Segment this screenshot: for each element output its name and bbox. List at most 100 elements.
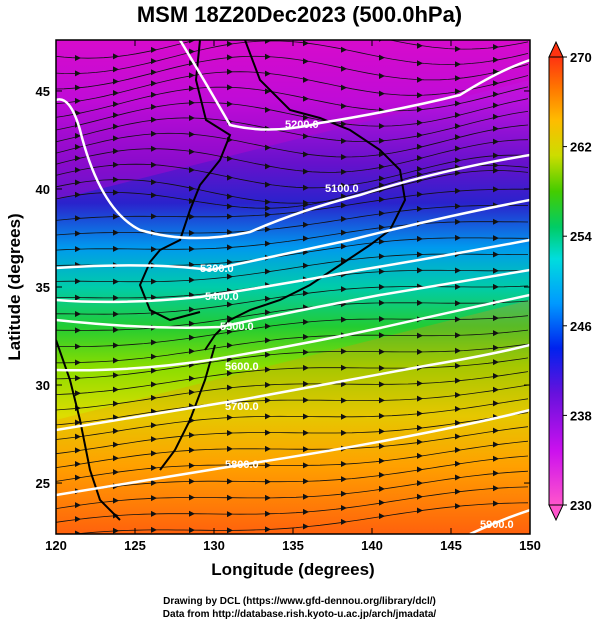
contour-label: 5700.0	[225, 401, 259, 413]
wind-arrow	[417, 143, 423, 150]
height-contour	[56, 198, 530, 272]
streamline	[56, 221, 529, 251]
wind-arrow	[455, 392, 461, 399]
wind-arrow	[455, 134, 461, 141]
wind-arrow	[189, 447, 195, 454]
wind-arrow	[75, 343, 81, 350]
wind-arrow	[113, 176, 119, 183]
wind-arrow	[265, 337, 271, 344]
wind-arrow	[493, 283, 499, 290]
wind-arrow	[189, 148, 195, 155]
wind-arrow	[227, 213, 233, 220]
wind-arrow	[227, 342, 233, 349]
wind-arrow	[341, 46, 347, 53]
wind-arrow	[417, 106, 423, 113]
wind-arrow	[75, 375, 81, 382]
colorbar-tick-label: 254	[570, 229, 592, 244]
wind-arrow	[227, 494, 233, 501]
wind-arrow	[341, 364, 347, 371]
wind-arrow	[493, 91, 499, 98]
contour-label: 5200.0	[285, 119, 319, 131]
wind-arrow	[379, 253, 385, 260]
streamline	[56, 71, 529, 105]
wind-arrow	[341, 168, 347, 175]
streamline	[56, 170, 529, 204]
wind-arrow	[379, 182, 385, 189]
wind-arrow	[113, 135, 119, 142]
wind-arrow	[113, 294, 119, 301]
wind-arrow	[227, 203, 233, 210]
streamline	[56, 111, 529, 143]
wind-arrow	[189, 334, 195, 341]
wind-arrow	[265, 462, 271, 469]
wind-arrow	[303, 262, 309, 269]
x-tick-label: 120	[45, 538, 67, 553]
wind-arrow	[227, 155, 233, 162]
wind-arrow	[227, 527, 233, 534]
wind-arrow	[189, 48, 195, 55]
wind-arrow	[455, 267, 461, 274]
wind-arrow	[379, 332, 385, 339]
wind-arrow	[455, 157, 461, 164]
wind-arrow	[265, 53, 271, 60]
wind-arrow	[303, 429, 309, 436]
wind-arrow	[455, 61, 461, 68]
colorbar-tick-label: 262	[570, 140, 592, 155]
wind-arrow	[417, 119, 423, 126]
streamline	[56, 470, 529, 509]
streamline	[56, 371, 529, 411]
wind-arrow	[189, 291, 195, 298]
wind-arrow	[455, 406, 461, 413]
wind-arrow	[455, 362, 461, 369]
wind-arrow	[265, 106, 271, 113]
wind-arrow	[113, 229, 119, 236]
wind-arrow	[113, 278, 119, 285]
height-contour	[469, 508, 530, 534]
wind-arrow	[493, 315, 499, 322]
wind-arrow	[265, 295, 271, 302]
wind-arrow	[341, 461, 347, 468]
streamline	[56, 98, 529, 131]
wind-arrow	[151, 246, 157, 253]
wind-arrow	[189, 115, 195, 122]
x-tick-label: 125	[124, 538, 146, 553]
streamline	[56, 300, 529, 331]
wind-arrow	[455, 169, 461, 176]
wind-arrow	[189, 166, 195, 173]
wind-arrow	[75, 390, 81, 397]
wind-arrow	[417, 235, 423, 242]
wind-arrow	[151, 213, 157, 220]
wind-arrow	[417, 76, 423, 83]
wind-arrow	[189, 494, 195, 501]
wind-arrow	[341, 229, 347, 236]
y-tick-label: 35	[36, 280, 50, 295]
y-tick-label: 45	[36, 84, 50, 99]
streamline	[56, 154, 529, 189]
wind-arrow	[75, 215, 81, 222]
wind-arrow	[227, 370, 233, 377]
colorbar-tick-label: 230	[570, 498, 592, 513]
wind-arrow	[265, 199, 271, 206]
wind-arrow	[341, 429, 347, 436]
wind-arrow	[379, 513, 385, 520]
height-contour	[56, 268, 530, 329]
wind-arrow	[265, 268, 271, 275]
wind-arrow	[417, 410, 423, 417]
wind-arrow	[151, 526, 157, 533]
wind-arrow	[227, 174, 233, 181]
streamline	[56, 329, 529, 364]
x-tick-label: 135	[282, 538, 304, 553]
wind-arrow	[227, 445, 233, 452]
wind-arrow	[227, 68, 233, 75]
wind-arrow	[341, 202, 347, 209]
wind-arrow	[493, 400, 499, 407]
wind-arrow	[75, 530, 81, 534]
streamline	[56, 398, 529, 440]
colorbar-tick-label: 246	[570, 319, 592, 334]
colorbar-min-triangle	[548, 504, 564, 522]
wind-arrow	[341, 413, 347, 420]
wind-arrow	[379, 428, 385, 435]
wind-arrow	[493, 125, 499, 132]
wind-arrow	[265, 323, 271, 330]
